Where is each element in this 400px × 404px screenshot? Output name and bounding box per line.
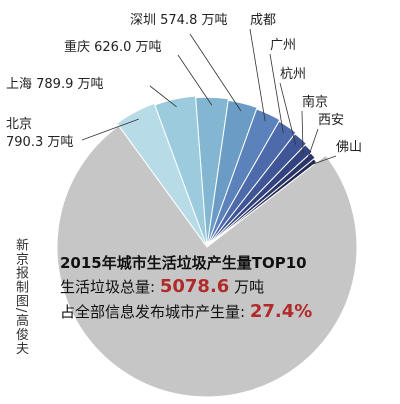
slice-label-1: 北京 790.3 万吨 (6, 117, 73, 150)
slice-label-2: 上海 789.9 万吨 (6, 77, 103, 92)
total-label: 生活垃圾总量: (60, 278, 156, 296)
pie-slice-1 (116, 102, 208, 248)
pie-slice-9 (206, 152, 316, 248)
share-line: 占全部信息发布城市产生量: 27.4% (60, 301, 312, 322)
leader-line-5 (249, 28, 266, 122)
pie-slice-3 (195, 96, 230, 248)
pie-slice-others (56, 125, 358, 398)
leader-line-7 (279, 82, 296, 145)
slice-label-6: 广州 (270, 38, 296, 53)
leader-line-10 (308, 155, 337, 166)
slice-label-8: 南京 (302, 94, 328, 110)
share-value: 27.4% (249, 301, 313, 322)
slice-label-9: 西安 (318, 113, 344, 128)
leader-line-3 (177, 54, 213, 106)
total-line: 生活垃圾总量: 5078.6 万吨 (60, 276, 264, 297)
pie-slice-5 (206, 108, 281, 248)
leader-line-9 (306, 128, 319, 161)
slice-label-7: 杭州 (280, 67, 306, 82)
pie-slice-6 (206, 120, 297, 248)
chart-title: 2015年城市生活垃圾产生量TOP10 (60, 254, 307, 272)
slice-label-4: 深圳 574.8 万吨 (130, 13, 227, 28)
credit-text: 新京报制图/高俊夫 (13, 238, 28, 356)
total-value: 5078.6 (159, 276, 230, 297)
share-label: 占全部信息发布城市产生量: (60, 303, 246, 321)
pie-slice-2 (154, 95, 208, 248)
slice-label-5: 成都 (250, 13, 276, 28)
leader-line-2 (149, 85, 177, 108)
slice-label-3: 重庆 626.0 万吨 (64, 39, 161, 55)
slice-label-10: 佛山 (336, 140, 362, 155)
pie-slice-7 (206, 133, 308, 248)
leader-line-6 (269, 53, 284, 134)
leader-line-1 (81, 118, 139, 141)
leader-line-4 (189, 33, 242, 112)
leader-line-8 (301, 110, 304, 154)
pie-slice-4 (206, 99, 258, 248)
pie-slice-8 (206, 144, 313, 248)
total-unit: 万吨 (234, 278, 265, 296)
